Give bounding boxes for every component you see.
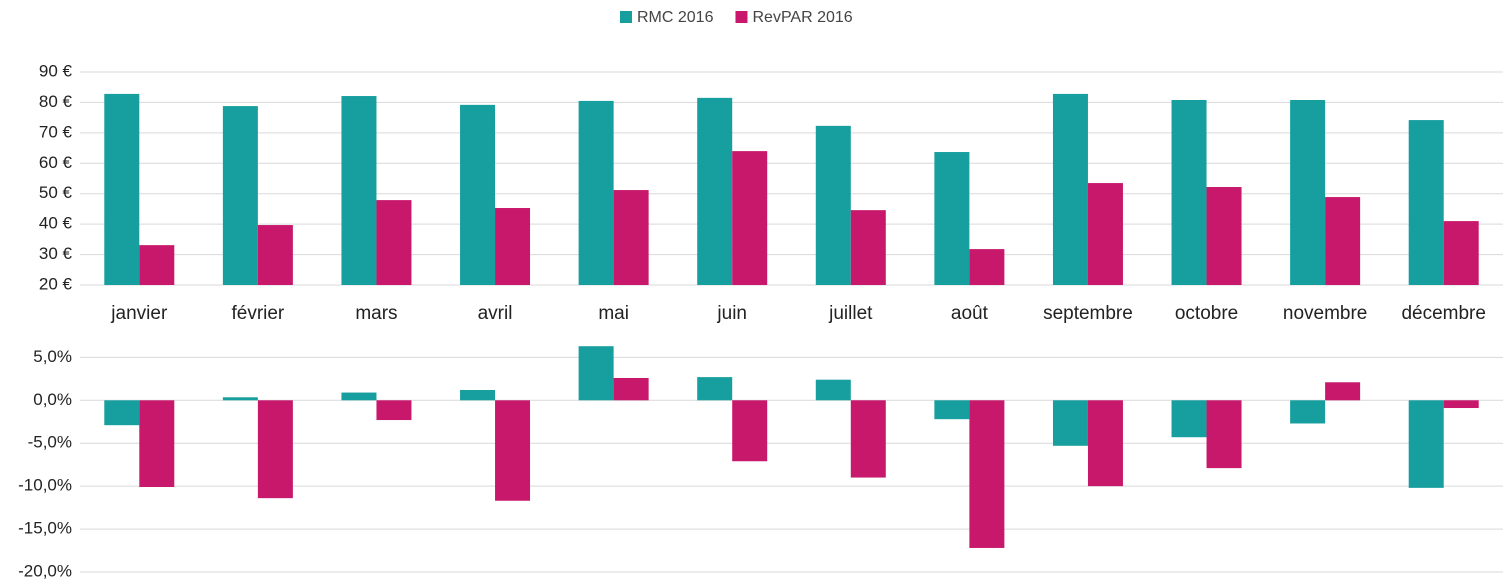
x-tick-label: mars	[355, 303, 397, 324]
bar	[969, 400, 1005, 548]
y-tick-label: 40 €	[39, 214, 73, 233]
bar	[222, 106, 258, 285]
x-tick-label: octobre	[1175, 303, 1238, 324]
bar	[1206, 187, 1242, 285]
bar	[697, 377, 733, 401]
bar	[341, 96, 377, 285]
bar	[732, 151, 768, 285]
bar	[934, 400, 970, 420]
x-tick-label: janvier	[110, 303, 168, 324]
bar	[376, 200, 412, 285]
bar	[850, 210, 886, 285]
y-tick-label: -15,0%	[18, 519, 72, 538]
x-tick-label: juin	[716, 303, 747, 324]
legend-swatch	[620, 11, 632, 23]
bar	[1443, 221, 1479, 285]
x-tick-label: novembre	[1283, 303, 1368, 324]
bar	[1408, 120, 1444, 285]
bar	[1087, 183, 1123, 285]
y-tick-label: 20 €	[39, 274, 73, 293]
bar	[1087, 400, 1123, 487]
bar	[1290, 400, 1326, 424]
bar	[1206, 400, 1242, 469]
bar	[1171, 400, 1207, 438]
bar	[1325, 197, 1361, 285]
bar	[578, 346, 614, 401]
legend-swatch	[735, 11, 748, 23]
y-tick-label: 50 €	[39, 183, 73, 202]
bar	[613, 190, 649, 285]
bar	[850, 400, 886, 478]
y-tick-label: 90 €	[39, 61, 73, 80]
bar	[495, 208, 531, 285]
bar	[104, 400, 140, 426]
bar	[139, 400, 175, 488]
x-tick-label: décembre	[1401, 303, 1486, 324]
bar	[969, 249, 1005, 285]
bar	[1290, 99, 1326, 285]
bar	[139, 245, 175, 285]
y-tick-label: 60 €	[39, 153, 73, 172]
y-tick-label: 80 €	[39, 92, 73, 111]
y-tick-label: 30 €	[39, 244, 73, 263]
x-tick-label: avril	[478, 303, 513, 324]
bar	[815, 379, 851, 401]
y-tick-label: -20,0%	[18, 561, 72, 580]
bar	[1052, 400, 1088, 446]
bar	[815, 125, 851, 285]
bar	[376, 400, 412, 421]
bar	[697, 97, 733, 285]
y-tick-label: -5,0%	[28, 433, 72, 452]
bar	[495, 400, 531, 501]
bar	[732, 400, 768, 462]
bar	[257, 225, 293, 285]
y-tick-label: 5,0%	[33, 347, 72, 366]
x-tick-label: septembre	[1043, 303, 1133, 324]
bar	[578, 100, 614, 286]
bar	[1052, 93, 1088, 285]
bar	[222, 397, 258, 401]
bar	[1171, 99, 1207, 285]
bar	[257, 400, 293, 499]
x-tick-label: juillet	[828, 303, 873, 324]
bar	[341, 392, 377, 401]
bar	[104, 93, 140, 285]
bar	[1408, 400, 1444, 488]
legend-label: RMC 2016	[637, 9, 714, 26]
y-tick-label: -10,0%	[18, 476, 72, 495]
legend-label: RevPAR 2016	[752, 9, 852, 26]
bar	[613, 377, 649, 401]
bar	[460, 104, 496, 285]
bar	[1443, 400, 1479, 409]
x-tick-label: mai	[598, 303, 629, 324]
bar	[934, 152, 970, 285]
bar	[460, 389, 496, 401]
x-tick-label: août	[951, 303, 989, 324]
y-tick-label: 0,0%	[33, 390, 72, 409]
y-tick-label: 70 €	[39, 122, 73, 141]
x-tick-label: février	[231, 303, 284, 324]
bar	[1325, 382, 1361, 401]
